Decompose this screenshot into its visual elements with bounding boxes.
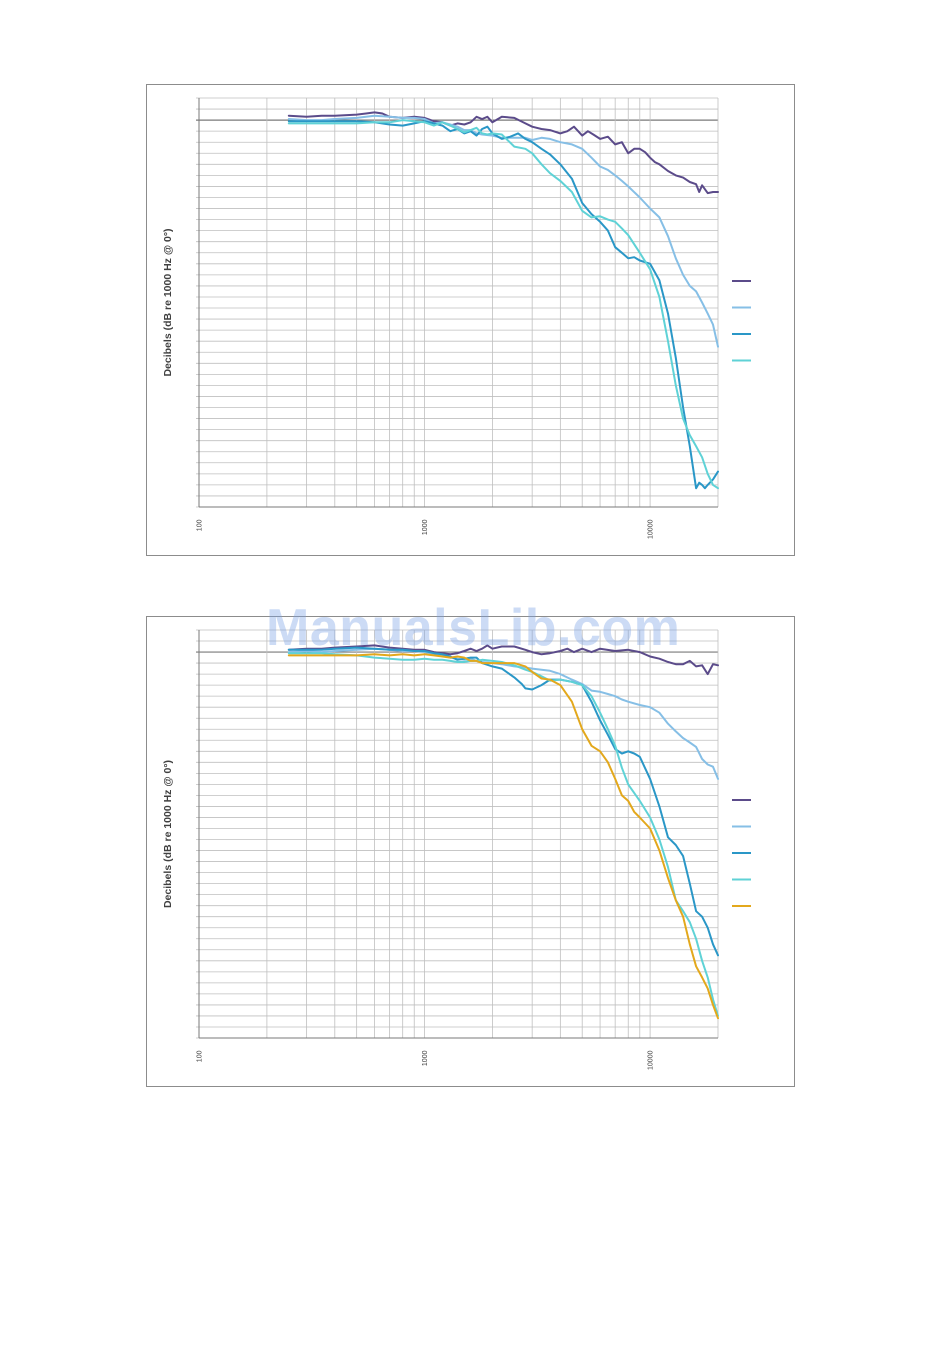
- series-line-3: [287, 120, 719, 490]
- x-tick-label: 100: [197, 519, 204, 531]
- chart-1-plot: 100 1000 10000 Decibels (dB re 1000 Hz @ 0°…: [162, 97, 751, 539]
- frequency-response-chart-2: 100 1000 10000 Decibels (dB re 1000 Hz @ 0°…: [146, 616, 795, 1087]
- x-tick-label: 10000: [648, 1050, 655, 1070]
- series-line-5: [287, 653, 719, 1020]
- grid: [196, 97, 719, 508]
- series-line-2: [287, 114, 719, 348]
- grid: [196, 629, 719, 1039]
- x-tick-label: 100: [197, 1050, 204, 1062]
- series-line-1: [287, 111, 719, 195]
- x-tick-label: 10000: [648, 519, 655, 539]
- series-line-3: [287, 646, 719, 957]
- series-line-2: [287, 647, 719, 780]
- y-axis-label: Decibels (dB re 1000 Hz @ 0°): [162, 228, 174, 376]
- x-tick-label: 1000: [422, 519, 429, 535]
- x-tick-label: 1000: [422, 1050, 429, 1066]
- frequency-response-chart-1: 100 1000 10000 Decibels (dB re 1000 Hz @ 0°…: [146, 84, 795, 556]
- chart-2-plot: 100 1000 10000 Decibels (dB re 1000 Hz @ 0°…: [162, 629, 751, 1070]
- series-line-4: [287, 119, 719, 490]
- series-line-1: [287, 644, 719, 676]
- y-axis-label: Decibels (dB re 1000 Hz @ 0°): [162, 760, 174, 908]
